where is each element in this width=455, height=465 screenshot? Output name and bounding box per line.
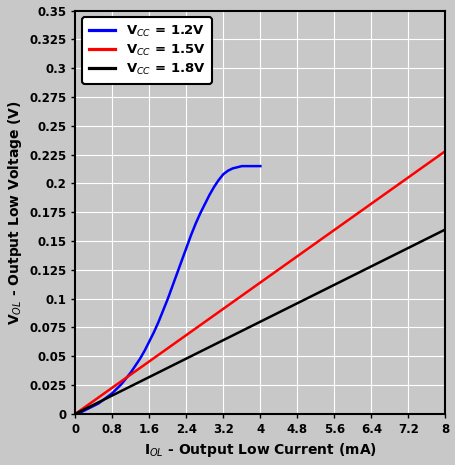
V$_{CC}$ = 1.2V: [253, 163, 258, 169]
V$_{CC}$ = 1.2V: [197, 211, 203, 216]
V$_{CC}$ = 1.2V: [165, 296, 171, 301]
V$_{CC}$ = 1.2V: [184, 245, 189, 251]
V$_{CC}$ = 1.2V: [202, 201, 207, 207]
V$_{CC}$ = 1.2V: [91, 403, 96, 409]
V$_{CC}$ = 1.2V: [248, 163, 254, 169]
V$_{CC}$ = 1.2V: [128, 370, 134, 375]
V$_{CC}$ = 1.2V: [258, 163, 263, 169]
V$_{CC}$ = 1.2V: [239, 163, 245, 169]
V$_{CC}$ = 1.2V: [221, 172, 226, 177]
V$_{CC}$ = 1.2V: [244, 163, 249, 169]
Line: V$_{CC}$ = 1.2V: V$_{CC}$ = 1.2V: [76, 166, 260, 414]
V$_{CC}$ = 1.2V: [193, 221, 198, 226]
V$_{CC}$ = 1.2V: [225, 168, 231, 173]
V$_{CC}$ = 1.2V: [151, 329, 157, 335]
V$_{CC}$ = 1.2V: [110, 390, 115, 396]
V$_{CC}$ = 1.2V: [73, 411, 78, 417]
X-axis label: I$_{OL}$ - Output Low Current (mA): I$_{OL}$ - Output Low Current (mA): [144, 441, 377, 459]
V$_{CC}$ = 1.2V: [105, 394, 111, 399]
V$_{CC}$ = 1.2V: [114, 386, 120, 392]
V$_{CC}$ = 1.2V: [142, 348, 147, 353]
V$_{CC}$ = 1.2V: [123, 375, 129, 381]
V$_{CC}$ = 1.2V: [216, 177, 222, 183]
V$_{CC}$ = 1.2V: [96, 401, 101, 406]
V$_{CC}$ = 1.2V: [188, 232, 194, 238]
V$_{CC}$ = 1.2V: [212, 184, 217, 190]
V$_{CC}$ = 1.2V: [77, 410, 83, 416]
V$_{CC}$ = 1.2V: [137, 356, 143, 361]
V$_{CC}$ = 1.2V: [86, 405, 92, 411]
V$_{CC}$ = 1.2V: [119, 381, 124, 387]
V$_{CC}$ = 1.2V: [147, 339, 152, 344]
V$_{CC}$ = 1.2V: [101, 397, 106, 403]
V$_{CC}$ = 1.2V: [133, 363, 138, 368]
V$_{CC}$ = 1.2V: [179, 258, 184, 263]
V$_{CC}$ = 1.2V: [82, 408, 87, 413]
V$_{CC}$ = 1.2V: [234, 165, 240, 170]
Legend: V$_{CC}$ = 1.2V, V$_{CC}$ = 1.5V, V$_{CC}$ = 1.8V: V$_{CC}$ = 1.2V, V$_{CC}$ = 1.5V, V$_{CC…: [82, 17, 212, 84]
V$_{CC}$ = 1.2V: [161, 307, 166, 313]
Y-axis label: V$_{OL}$ - Output Low Voltage (V): V$_{OL}$ - Output Low Voltage (V): [5, 100, 24, 325]
V$_{CC}$ = 1.2V: [156, 319, 162, 325]
V$_{CC}$ = 1.2V: [170, 283, 175, 289]
V$_{CC}$ = 1.2V: [174, 271, 180, 276]
V$_{CC}$ = 1.2V: [207, 192, 212, 198]
V$_{CC}$ = 1.2V: [230, 166, 235, 171]
